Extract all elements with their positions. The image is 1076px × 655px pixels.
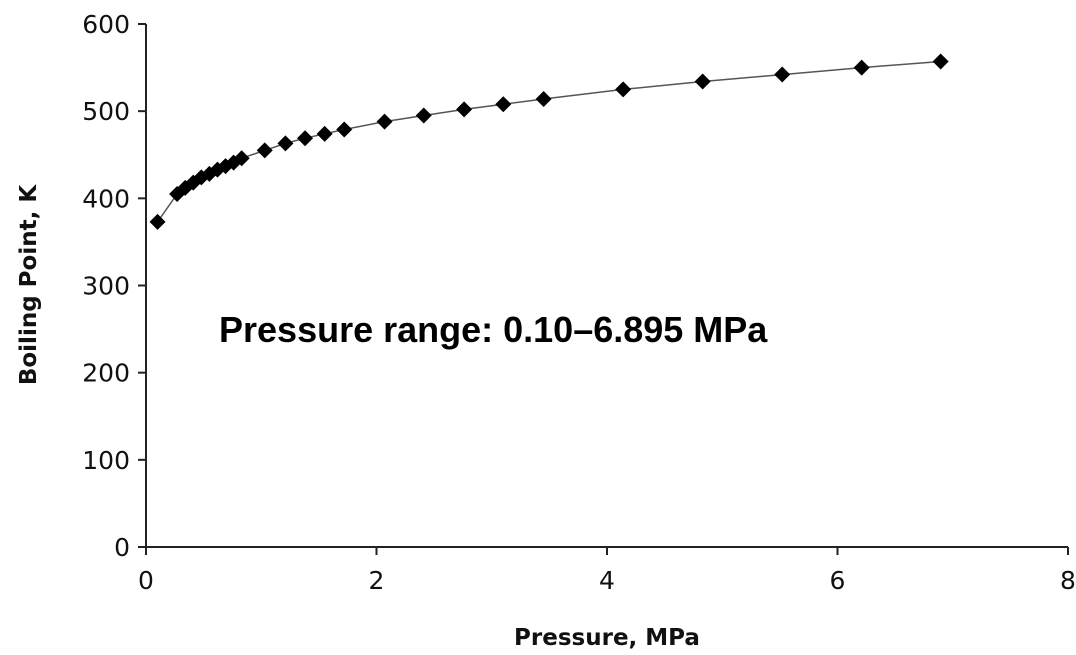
data-point <box>774 66 791 83</box>
axes <box>145 24 1068 548</box>
data-point <box>277 135 294 152</box>
data-point <box>233 150 250 167</box>
x-tick-label: 0 <box>138 566 154 595</box>
x-ticks: 0 2 4 6 8 <box>138 547 1076 595</box>
x-tick-label: 2 <box>369 566 385 595</box>
pressure-range-annotation: Pressure range: 0.10–6.895 MPa <box>219 309 768 350</box>
y-tick-label: 300 <box>82 272 130 301</box>
data-point <box>853 59 870 76</box>
data-point <box>336 121 353 138</box>
y-axis-title: Boiling Point, K <box>16 184 42 385</box>
data-point <box>932 53 949 70</box>
y-tick-label: 500 <box>82 97 130 126</box>
y-tick-label: 400 <box>82 184 130 213</box>
data-point <box>456 101 473 118</box>
x-tick-label: 4 <box>599 566 615 595</box>
data-point <box>297 130 314 147</box>
series-markers <box>149 53 949 230</box>
data-point <box>256 142 273 159</box>
y-tick-label: 0 <box>114 533 130 562</box>
x-tick-label: 8 <box>1060 566 1076 595</box>
data-point <box>694 73 711 90</box>
series-lines <box>156 60 941 223</box>
data-point <box>149 213 166 230</box>
y-tick-label: 100 <box>82 446 130 475</box>
y-tick-label: 600 <box>82 10 130 39</box>
data-point <box>316 125 333 142</box>
data-point <box>535 90 552 107</box>
data-point <box>615 81 632 98</box>
x-tick-label: 6 <box>830 566 846 595</box>
y-tick-label: 200 <box>82 359 130 388</box>
x-axis-title: Pressure, MPa <box>514 625 700 651</box>
y-ticks: 0 100 200 300 400 500 600 <box>82 10 146 562</box>
data-point <box>415 107 432 124</box>
data-point <box>376 113 393 130</box>
series-line <box>156 60 941 223</box>
data-point <box>495 96 512 113</box>
